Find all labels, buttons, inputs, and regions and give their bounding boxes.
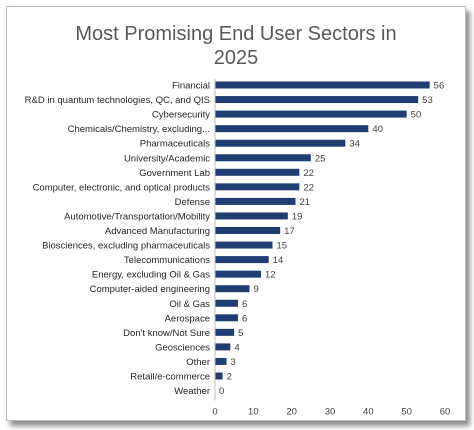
x-tick-label: 30: [325, 407, 336, 418]
category-label: Energy, excluding Oil & Gas: [92, 270, 210, 281]
bar: [215, 270, 261, 278]
data-label: 2: [227, 372, 232, 383]
category-label: University/Academic: [124, 153, 210, 164]
bar: [215, 357, 227, 365]
x-tick-label: 20: [286, 407, 297, 418]
category-label: Other: [186, 357, 210, 368]
bar: [215, 154, 311, 162]
x-tick-label: 60: [440, 407, 451, 418]
data-label: 56: [434, 81, 445, 92]
category-label: Telecommunications: [124, 255, 210, 266]
x-tick-label: 0: [212, 407, 217, 418]
bar: [215, 285, 250, 293]
data-label: 6: [242, 313, 247, 324]
bars-group: Financial 56R&D in quantum technologies, …: [25, 81, 445, 398]
x-axis: 0 10 20 30 40 50 60: [212, 79, 450, 418]
data-label: 9: [254, 284, 259, 295]
category-label: Financial: [172, 81, 210, 92]
data-label: 6: [242, 299, 247, 310]
data-label: 14: [273, 255, 284, 266]
chart-title-line-1: Most Promising End User Sectors in: [75, 23, 396, 45]
data-label: 15: [277, 241, 288, 252]
data-label: 25: [315, 153, 326, 164]
bar: [215, 197, 296, 205]
data-label: 12: [265, 270, 276, 281]
data-label: 50: [411, 110, 422, 121]
data-label: 19: [292, 211, 303, 222]
bar: [215, 256, 269, 264]
bar: [215, 139, 346, 147]
data-label: 53: [422, 95, 433, 106]
category-label: Computer, electronic, and optical produc…: [33, 182, 211, 193]
category-label: Don't know/Not Sure: [123, 328, 210, 339]
bar: [215, 96, 419, 104]
x-tick-label: 40: [363, 407, 374, 418]
bar-chart: Most Promising End User Sectors in 2025 …: [25, 23, 451, 418]
bar: [215, 299, 238, 307]
x-tick-label: 10: [248, 407, 259, 418]
category-label: Chemicals/Chemistry, excluding...: [68, 124, 210, 135]
data-label: 5: [238, 328, 243, 339]
data-label: 4: [234, 342, 239, 353]
bar: [215, 343, 231, 351]
chart-title-line-2: 2025: [214, 47, 259, 69]
category-label: Weather: [174, 386, 210, 397]
data-label: 34: [349, 139, 360, 150]
data-label: 0: [219, 386, 224, 397]
bar: [215, 212, 288, 220]
x-tick-label: 50: [401, 407, 412, 418]
bar: [215, 227, 281, 234]
bar: [215, 372, 223, 380]
category-label: Pharmaceuticals: [140, 139, 210, 150]
bar: [215, 314, 238, 322]
bar: [215, 81, 430, 89]
category-label: Computer-aided engineering: [90, 284, 210, 295]
data-label: 3: [231, 357, 236, 368]
bar: [215, 241, 273, 249]
category-label: Defense: [175, 197, 210, 208]
data-label: 21: [300, 197, 311, 208]
category-label: Oil & Gas: [169, 299, 210, 310]
category-label: Automotive/Transportation/Mobility: [64, 211, 210, 222]
bar: [215, 183, 300, 191]
category-label: Geosciences: [155, 342, 210, 353]
category-label: Government Lab: [139, 168, 210, 179]
bar: [215, 168, 300, 176]
data-label: 40: [372, 124, 383, 135]
category-label: R&D in quantum technologies, QC, and QIS: [25, 95, 210, 106]
bar: [215, 125, 369, 133]
chart-frame: Most Promising End User Sectors in 2025 …: [6, 6, 466, 421]
category-label: Biosciences, excluding pharmaceuticals: [42, 241, 210, 252]
data-label: 17: [284, 226, 295, 237]
category-label: Advanced Manufacturing: [105, 226, 210, 237]
bar: [215, 110, 407, 118]
category-label: Aerospace: [165, 313, 210, 324]
category-label: Retail/e-commerce: [130, 372, 210, 383]
category-label: Cybersecurity: [152, 110, 210, 121]
data-label: 22: [303, 182, 314, 193]
bar: [215, 328, 235, 336]
data-label: 22: [303, 168, 314, 179]
